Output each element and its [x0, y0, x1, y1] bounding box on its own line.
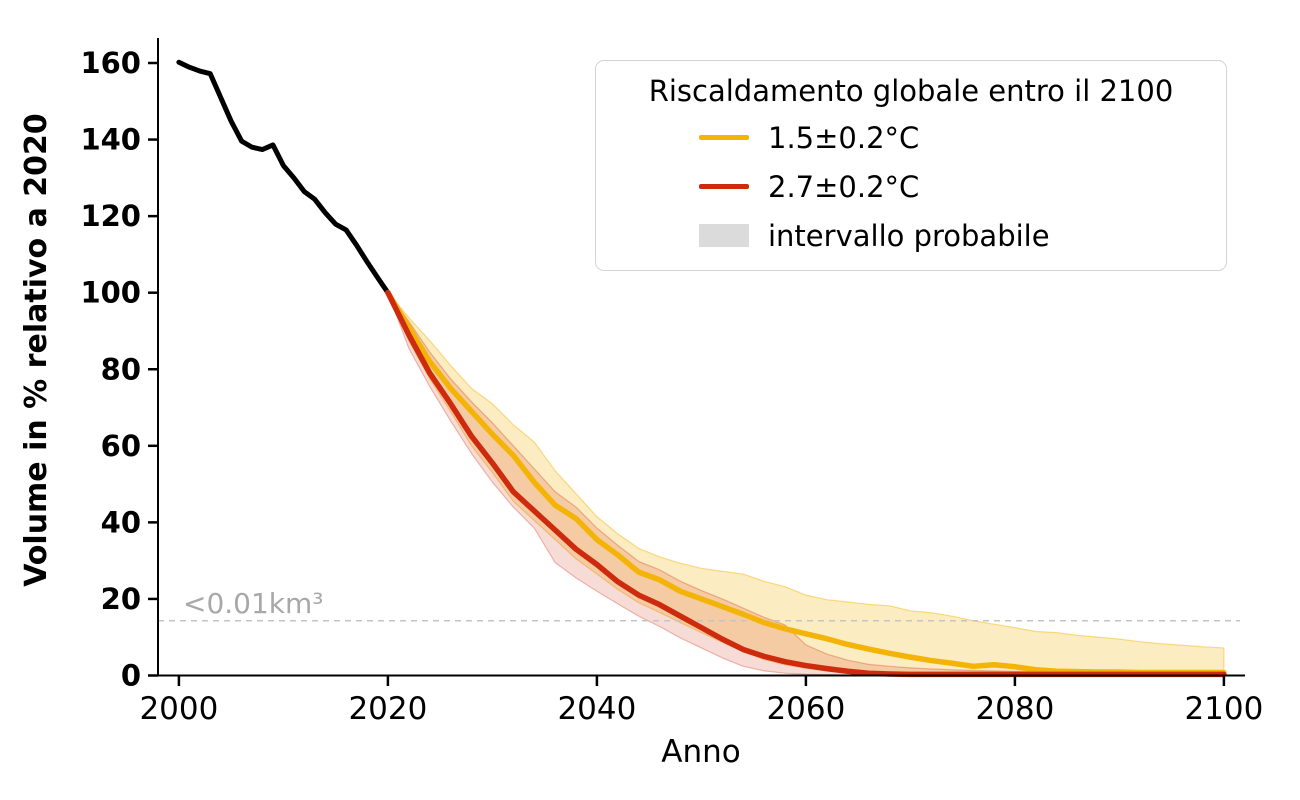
legend-label-1-5c: 1.5±0.2°C	[768, 120, 920, 155]
legend-item-1-5c: 1.5±0.2°C	[596, 113, 1226, 162]
x-tick-label: 2000	[139, 691, 218, 727]
band-1-5c	[387, 292, 1225, 675]
legend-title: Riscaldamento globale entro il 2100	[648, 74, 1174, 108]
legend: Riscaldamento globale entro il 2100 1.5±…	[595, 60, 1227, 271]
series-line-0	[176, 59, 391, 296]
x-tick-label: 2060	[766, 691, 845, 727]
y-tick-label: 120	[80, 199, 141, 233]
y-tick-label: 160	[80, 46, 141, 80]
y-tick-label: 20	[101, 582, 141, 616]
x-tick-label: 2040	[557, 691, 636, 727]
x-tick-label: 2100	[1184, 691, 1263, 727]
x-tick-label: 2080	[975, 691, 1054, 727]
series-line-2	[385, 289, 1227, 678]
x-tick-label: 2020	[348, 691, 427, 727]
legend-item-likely-range: intervallo probabile	[596, 211, 1226, 260]
legend-label-likely-range: intervallo probabile	[768, 218, 1050, 253]
y-tick-label: 100	[80, 276, 141, 310]
y-axis-title: Volume in % relativo a 2020	[19, 113, 54, 587]
orange-line-swatch-icon	[699, 135, 749, 140]
y-tick-label: 60	[101, 429, 141, 463]
red-line-swatch-icon	[699, 184, 749, 189]
y-tick-label: 0	[121, 659, 141, 693]
gray-patch-swatch-icon	[699, 224, 749, 247]
data-lines	[176, 59, 1227, 678]
uncertainty-bands	[387, 292, 1225, 676]
x-axis-title: Anno	[661, 734, 740, 770]
y-tick-label: 140	[80, 123, 141, 157]
threshold-label: <0.01km³	[183, 587, 324, 620]
y-tick-label: 80	[101, 352, 141, 386]
y-tick-label: 40	[101, 505, 141, 539]
legend-label-2-7c: 2.7±0.2°C	[768, 169, 920, 204]
legend-item-2-7c: 2.7±0.2°C	[596, 162, 1226, 211]
